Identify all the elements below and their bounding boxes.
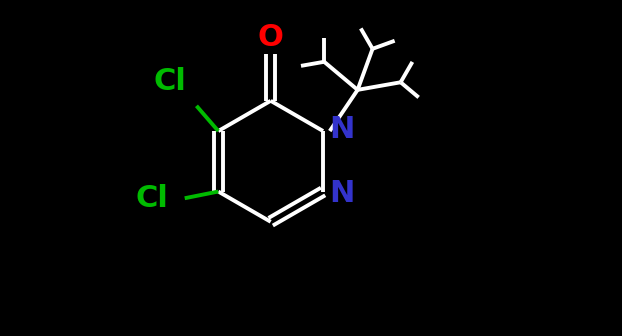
Text: Cl: Cl: [135, 184, 168, 213]
Text: N: N: [329, 179, 355, 208]
Text: O: O: [258, 23, 284, 52]
Text: N: N: [329, 115, 355, 144]
Text: Cl: Cl: [154, 67, 187, 96]
